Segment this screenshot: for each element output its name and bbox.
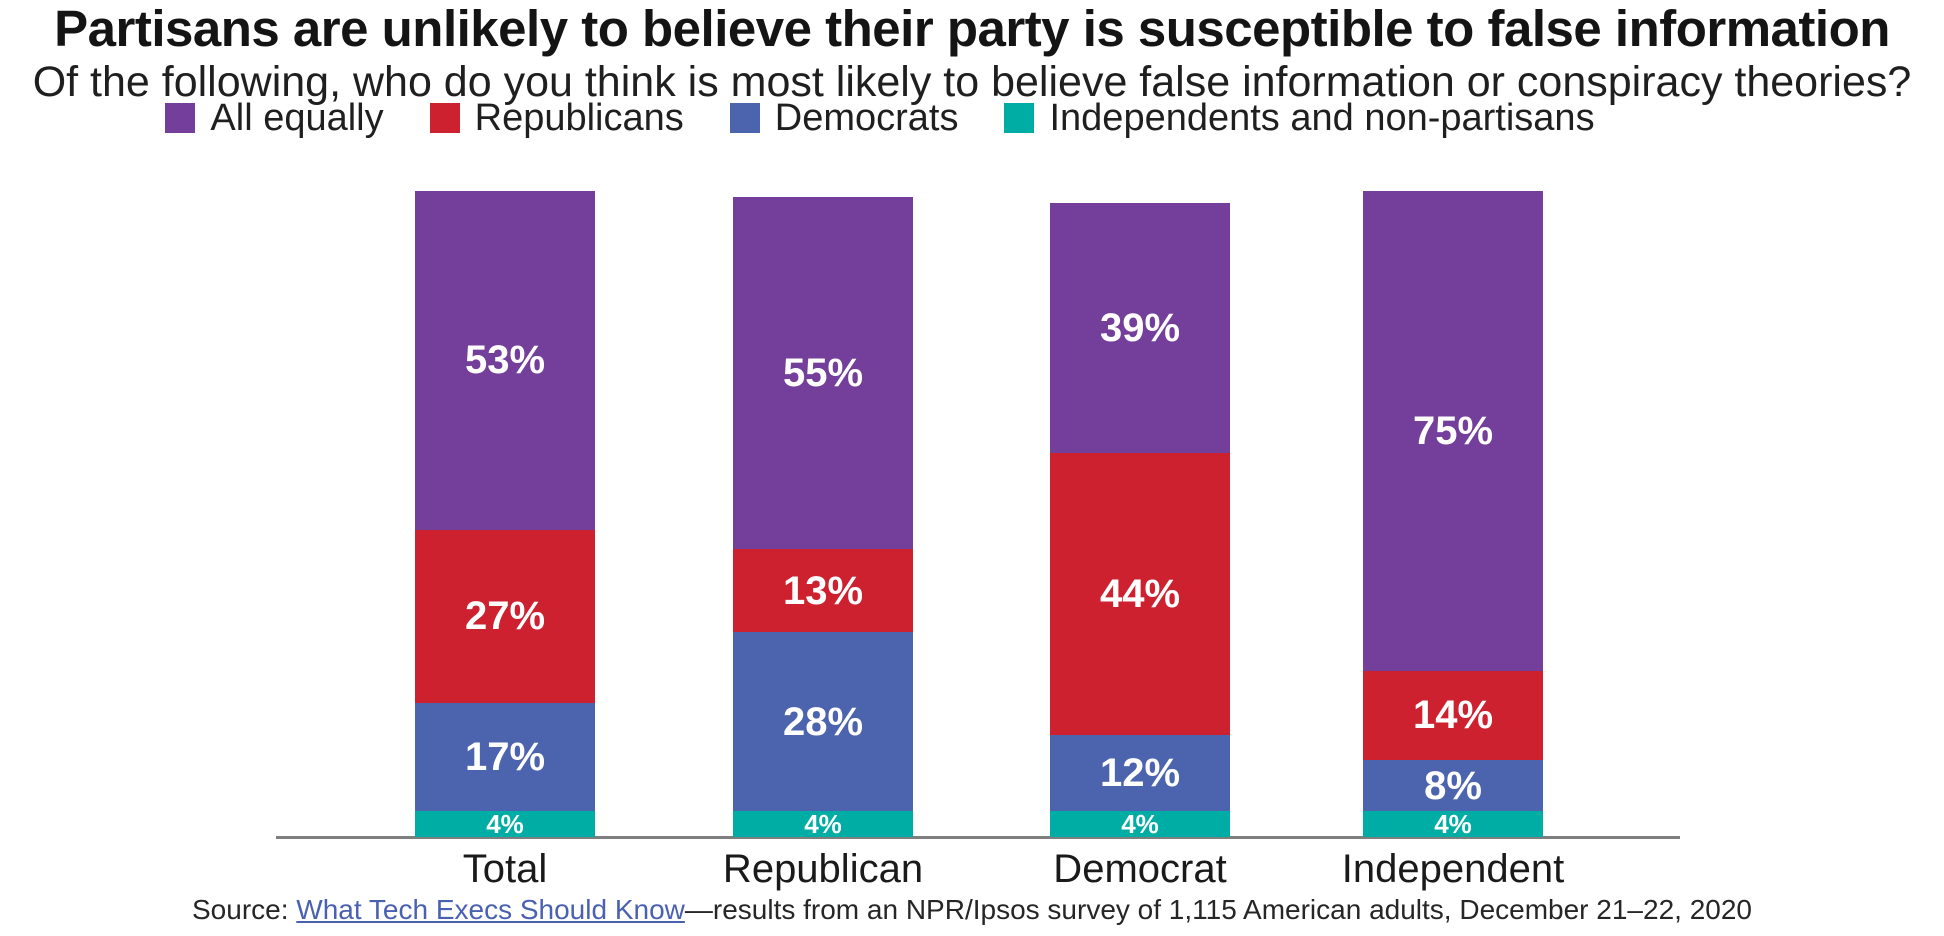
legend: All equally Republicans Democrats Independe… (0, 99, 1852, 137)
source-suffix: —results from an NPR/Ipsos survey of 1,1… (684, 894, 1752, 925)
segment-value-label: 53% (464, 338, 546, 383)
source-prefix: Source: (192, 894, 297, 925)
segment-value-label: 13% (782, 568, 864, 613)
legend-label: Democrats (774, 97, 959, 139)
segment-value-label: 17% (464, 735, 546, 779)
chart-subtitle: Of the following, who do you think is mo… (32, 58, 1912, 106)
x-axis-label: Democrat (1053, 847, 1227, 891)
segment-value-label: 4% (1434, 809, 1472, 840)
bar-segment: 55% (733, 197, 913, 550)
source-line: Source: What Tech Execs Should Know—resu… (0, 894, 1944, 926)
segment-value-label: 75% (1412, 408, 1494, 453)
legend-swatch-icon (1004, 103, 1035, 133)
bar-segment: 75% (1363, 190, 1543, 671)
bar-democrat: 39% 44% 12% 4% (1050, 203, 1230, 837)
bar-segment: 4% (1363, 811, 1543, 837)
segment-value-label: 14% (1412, 693, 1494, 738)
bar-segment: 28% (733, 632, 913, 812)
bar-segment: 8% (1363, 760, 1543, 812)
legend-swatch-icon (165, 103, 196, 133)
source-link[interactable]: What Tech Execs Should Know (296, 894, 685, 925)
bar-segment: 4% (415, 811, 595, 837)
legend-item: Republicans (429, 97, 684, 139)
bar-total: 53% 27% 17% 4% (415, 190, 595, 837)
segment-value-label: 55% (782, 351, 864, 396)
segment-value-label: 28% (782, 699, 864, 744)
legend-label: Independents and non-partisans (1049, 97, 1595, 139)
segment-value-label: 4% (1121, 809, 1159, 840)
segment-value-label: 44% (1099, 571, 1181, 616)
bar-segment: 12% (1050, 734, 1230, 812)
x-axis-label: Republican (722, 847, 924, 891)
page-title: Partisans are unlikely to believe their … (54, 0, 1890, 57)
segment-value-label: 39% (1099, 306, 1181, 351)
bar-independent: 75% 14% 8% 4% (1363, 190, 1543, 837)
bar-segment: 13% (733, 549, 913, 633)
x-axis-line (276, 836, 1680, 839)
bar-segment: 44% (1050, 453, 1230, 735)
bar-segment: 17% (415, 702, 595, 812)
legend-swatch-icon (729, 103, 760, 133)
bar-segment: 27% (415, 529, 595, 703)
bar-segment: 53% (415, 190, 595, 530)
legend-item: Independents and non-partisans (1004, 97, 1595, 139)
x-axis-label: Independent (1341, 847, 1565, 891)
segment-value-label: 8% (1424, 763, 1482, 808)
bar-segment: 4% (1050, 811, 1230, 837)
segment-value-label: 4% (486, 809, 524, 840)
segment-value-label: 4% (804, 809, 842, 840)
bar-republican: 55% 13% 28% 4% (733, 197, 913, 837)
legend-item: Democrats (729, 97, 959, 139)
bar-segment: 39% (1050, 203, 1230, 454)
x-axis-label: Total (462, 847, 548, 891)
legend-item: All equally (165, 97, 384, 139)
legend-swatch-icon (429, 103, 460, 133)
bar-segment: 4% (733, 811, 913, 837)
legend-label: All equally (210, 97, 384, 139)
legend-label: Republicans (474, 97, 684, 139)
bar-segment: 14% (1363, 670, 1543, 761)
segment-value-label: 27% (464, 594, 546, 639)
segment-value-label: 12% (1099, 751, 1181, 795)
